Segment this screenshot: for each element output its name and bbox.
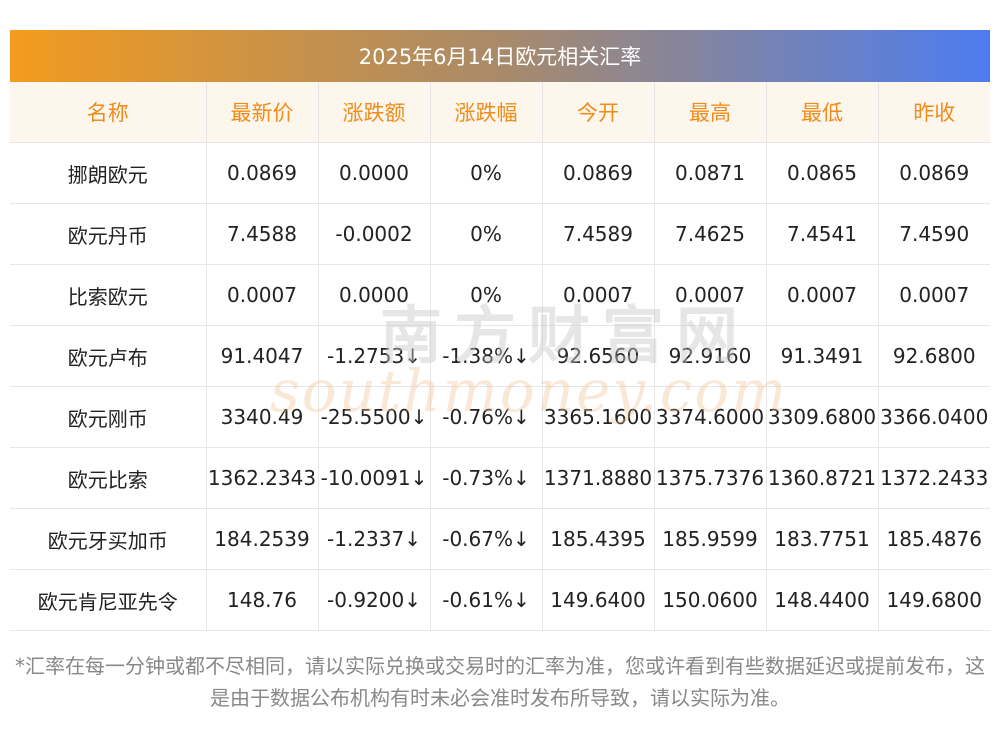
cell-change: 0.0000 <box>318 264 431 326</box>
column-header-name: 名称 <box>10 82 207 143</box>
table-row: 挪朗欧元 0.0869 0.0000 0% 0.0869 0.0871 0.0865 0.08… <box>10 142 990 204</box>
cell-change-pct: 0% <box>430 203 543 265</box>
table-row: 比索欧元 0.0007 0.0000 0% 0.0007 0.0007 0.0007 0.00… <box>10 264 990 326</box>
cell-latest: 148.76 <box>206 569 319 631</box>
cell-high: 0.0871 <box>654 142 767 204</box>
cell-low: 91.3491 <box>766 325 879 387</box>
cell-name: 欧元卢布 <box>10 325 207 387</box>
title-banner: 2025年6月14日欧元相关汇率 <box>10 30 990 82</box>
column-header-low: 最低 <box>766 82 879 143</box>
cell-latest: 7.4588 <box>206 203 319 265</box>
cell-change: -0.0002 <box>318 203 431 265</box>
table-header-row: 名称 最新价 涨跌额 涨跌幅 今开 最高 最低 昨收 <box>10 82 990 143</box>
cell-high: 3374.6000 <box>654 386 767 448</box>
cell-prev-close: 1372.2433 <box>878 447 990 509</box>
cell-low: 7.4541 <box>766 203 879 265</box>
cell-change-pct: -0.61%↓ <box>430 569 543 631</box>
cell-high: 7.4625 <box>654 203 767 265</box>
cell-name: 欧元丹币 <box>10 203 207 265</box>
cell-prev-close: 92.6800 <box>878 325 990 387</box>
cell-name: 挪朗欧元 <box>10 142 207 204</box>
cell-high: 92.9160 <box>654 325 767 387</box>
cell-low: 183.7751 <box>766 508 879 570</box>
cell-high: 185.9599 <box>654 508 767 570</box>
cell-change-pct: -0.76%↓ <box>430 386 543 448</box>
cell-latest: 184.2539 <box>206 508 319 570</box>
cell-prev-close: 3366.0400 <box>878 386 990 448</box>
table-row: 欧元丹币 7.4588 -0.0002 0% 7.4589 7.4625 7.4541 7.4… <box>10 203 990 265</box>
column-header-prev-close: 昨收 <box>878 82 990 143</box>
cell-change: -25.5500↓ <box>318 386 431 448</box>
cell-open: 0.0007 <box>542 264 655 326</box>
cell-latest: 3340.49 <box>206 386 319 448</box>
table-row: 欧元刚币 3340.49 -25.5500↓ -0.76%↓ 3365.1600 3374… <box>10 386 990 448</box>
cell-open: 185.4395 <box>542 508 655 570</box>
cell-prev-close: 0.0869 <box>878 142 990 204</box>
table-row: 欧元肯尼亚先令 148.76 -0.9200↓ -0.61%↓ 149.6400 150.… <box>10 569 990 631</box>
cell-open: 7.4589 <box>542 203 655 265</box>
cell-name: 比索欧元 <box>10 264 207 326</box>
cell-change: -10.0091↓ <box>318 447 431 509</box>
cell-latest: 0.0007 <box>206 264 319 326</box>
cell-change-pct: 0% <box>430 142 543 204</box>
column-header-change: 涨跌额 <box>318 82 431 143</box>
cell-low: 0.0865 <box>766 142 879 204</box>
cell-latest: 1362.2343 <box>206 447 319 509</box>
cell-change: -0.9200↓ <box>318 569 431 631</box>
cell-open: 149.6400 <box>542 569 655 631</box>
cell-open: 1371.8880 <box>542 447 655 509</box>
cell-latest: 91.4047 <box>206 325 319 387</box>
column-header-open: 今开 <box>542 82 655 143</box>
cell-change: -1.2337↓ <box>318 508 431 570</box>
cell-open: 3365.1600 <box>542 386 655 448</box>
exchange-rate-table: 名称 最新价 涨跌额 涨跌幅 今开 最高 最低 昨收 挪朗欧元 0.0869 0.0… <box>10 82 990 631</box>
cell-low: 0.0007 <box>766 264 879 326</box>
cell-change-pct: -1.38%↓ <box>430 325 543 387</box>
cell-name: 欧元牙买加币 <box>10 508 207 570</box>
cell-high: 150.0600 <box>654 569 767 631</box>
cell-high: 1375.7376 <box>654 447 767 509</box>
cell-prev-close: 7.4590 <box>878 203 990 265</box>
cell-name: 欧元刚币 <box>10 386 207 448</box>
disclaimer-note: *汇率在每一分钟或都不尽相同，请以实际兑换或交易时的汇率为准，您或许看到有些数据… <box>15 654 985 710</box>
column-header-change-pct: 涨跌幅 <box>430 82 543 143</box>
cell-change: -1.2753↓ <box>318 325 431 387</box>
cell-open: 92.6560 <box>542 325 655 387</box>
cell-low: 1360.8721 <box>766 447 879 509</box>
cell-change: 0.0000 <box>318 142 431 204</box>
cell-change-pct: 0% <box>430 264 543 326</box>
cell-name: 欧元肯尼亚先令 <box>10 569 207 631</box>
table-row: 欧元牙买加币 184.2539 -1.2337↓ -0.67%↓ 185.4395 185… <box>10 508 990 570</box>
cell-open: 0.0869 <box>542 142 655 204</box>
cell-change-pct: -0.67%↓ <box>430 508 543 570</box>
table-row: 欧元卢布 91.4047 -1.2753↓ -1.38%↓ 92.6560 92.9160… <box>10 325 990 387</box>
cell-prev-close: 0.0007 <box>878 264 990 326</box>
cell-low: 3309.6800 <box>766 386 879 448</box>
table-row: 欧元比索 1362.2343 -10.0091↓ -0.73%↓ 1371.8880 13… <box>10 447 990 509</box>
cell-low: 148.4400 <box>766 569 879 631</box>
column-header-high: 最高 <box>654 82 767 143</box>
cell-high: 0.0007 <box>654 264 767 326</box>
page-title: 2025年6月14日欧元相关汇率 <box>358 45 642 69</box>
cell-change-pct: -0.73%↓ <box>430 447 543 509</box>
cell-latest: 0.0869 <box>206 142 319 204</box>
column-header-latest: 最新价 <box>206 82 319 143</box>
cell-prev-close: 149.6800 <box>878 569 990 631</box>
cell-name: 欧元比索 <box>10 447 207 509</box>
cell-prev-close: 185.4876 <box>878 508 990 570</box>
